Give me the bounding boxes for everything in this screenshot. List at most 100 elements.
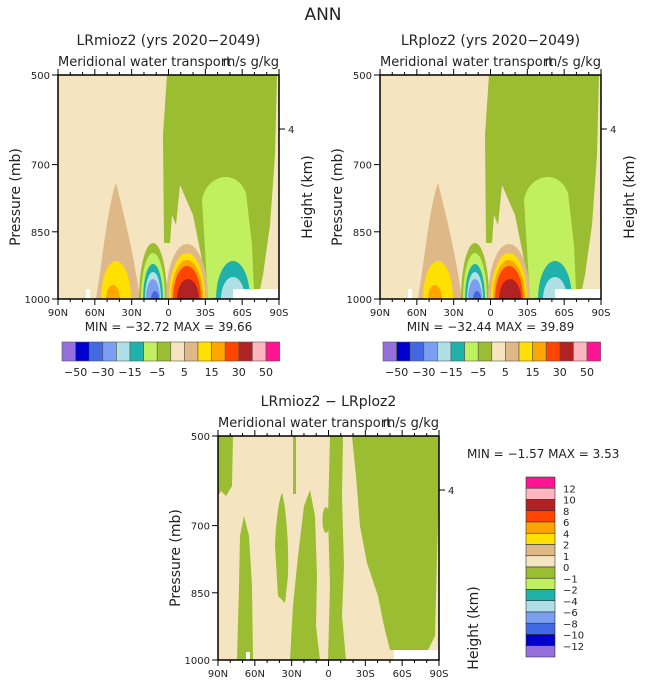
x-tick-label: 30S: [196, 308, 215, 319]
colorbar-label: −50: [385, 366, 408, 379]
x-tick-label: 0: [487, 308, 493, 319]
colorbar-label: 6: [563, 518, 569, 529]
panel-subtitle-left: Meridional water transport: [58, 55, 231, 70]
colorbar-box: [559, 341, 574, 362]
panel-subtitle-right: m/s g/kg: [545, 55, 601, 70]
min-max-label: MIN = −32.44 MAX = 39.89: [407, 320, 575, 334]
max-value: 3.53: [593, 447, 620, 461]
colorbar-box: [491, 341, 506, 362]
y-right-tick-label: 4: [610, 125, 616, 136]
colorbar-box: [525, 611, 556, 624]
y-tick-label: 500: [191, 432, 210, 443]
colorbar-box: [525, 634, 556, 647]
colorbar-box: [450, 341, 465, 362]
min-label: MIN =: [85, 320, 126, 334]
x-tick-label: 60S: [233, 308, 252, 319]
colorbar-label: −15: [439, 366, 462, 379]
colorbar-box: [88, 341, 104, 362]
min-value: −1.57: [508, 447, 549, 461]
y-axis-label: Pressure (mb): [330, 148, 346, 246]
colorbar-box: [505, 341, 520, 362]
colorbar-box: [525, 589, 556, 602]
colorbar-label: −15: [118, 366, 141, 379]
colorbar-box: [525, 521, 556, 534]
panel-3: LRmioz2 − LRploz2 Meridional water transp…: [168, 394, 619, 680]
colorbar-box: [156, 341, 172, 362]
colorbar-box: [525, 600, 556, 613]
min-label: MIN =: [407, 320, 448, 334]
colorbar-label: 0: [563, 563, 569, 574]
colorbar-box: [525, 487, 556, 500]
y-right-axis-label: Height (km): [622, 155, 638, 238]
colorbar-box: [525, 476, 556, 489]
colorbar-label: 1: [563, 552, 569, 563]
y-tick-label: 850: [191, 589, 210, 600]
x-tick-label: 30N: [444, 308, 464, 319]
colorbar-box: [238, 341, 253, 362]
colorbar-box: [464, 341, 479, 362]
colorbar-box: [265, 341, 280, 362]
y-right-axis-label: Height (km): [300, 155, 316, 238]
colorbar-box: [409, 341, 425, 362]
panel-2: LRploz2 (yrs 2020−2049) Meridional water …: [330, 33, 638, 379]
y-tick-label: 1000: [347, 295, 372, 306]
colorbar-box: [423, 341, 438, 362]
colorbar-box: [129, 341, 144, 362]
colorbar-box: [586, 341, 601, 362]
panel-subtitle-right: m/s g/kg: [383, 416, 439, 431]
colorbar-box: [61, 341, 76, 362]
colorbar-box: [75, 341, 90, 362]
min-value: −32.44: [447, 320, 495, 334]
x-tick-label: 60S: [393, 669, 412, 680]
x-tick-label: 90N: [208, 669, 228, 680]
panel-subtitle-left: Meridional water transport: [380, 55, 553, 70]
colorbar-box: [525, 499, 556, 512]
colorbar-label: −6: [563, 608, 578, 619]
x-tick-label: 90N: [370, 308, 390, 319]
y-tick-label: 700: [191, 522, 210, 533]
x-tick-label: 90N: [48, 308, 68, 319]
colorbar-box: [382, 341, 397, 362]
x-tick-label: 90S: [429, 669, 448, 680]
y-tick-label: 700: [353, 161, 372, 172]
colorbar-box: [116, 341, 131, 362]
colorbar-box: [143, 341, 158, 362]
x-tick-label: 0: [165, 308, 171, 319]
max-label: MAX =: [173, 320, 217, 334]
x-tick-label: 30S: [356, 669, 375, 680]
colorbar-label: 50: [580, 366, 594, 379]
y-tick-label: 700: [31, 161, 50, 172]
x-tick-label: 30S: [518, 308, 537, 319]
y-axis-label: Pressure (mb): [8, 148, 24, 246]
colorbar-label: −50: [64, 366, 87, 379]
colorbar-label: 15: [205, 366, 219, 379]
x-tick-label: 60N: [245, 669, 265, 680]
colorbar-label: −30: [412, 366, 435, 379]
colorbar-box: [525, 622, 556, 635]
colorbar-label: −2: [563, 586, 578, 597]
panel-title: LRmioz2 − LRploz2: [261, 394, 397, 410]
x-tick-label: 60N: [407, 308, 427, 319]
colorbar-box: [518, 341, 533, 362]
colorbar-label: −10: [563, 631, 584, 642]
x-tick-label: 60S: [555, 308, 574, 319]
colorbar-label: −8: [563, 619, 578, 630]
colorbar-box: [525, 532, 556, 545]
y-axis-label: Pressure (mb): [168, 509, 184, 607]
max-label: MAX =: [495, 320, 539, 334]
panel-title: LRmioz2 (yrs 2020−2049): [76, 33, 260, 49]
colorbar: −50 −30 −15 −5 5 15 30 50: [61, 341, 280, 379]
colorbar-box: [224, 341, 240, 362]
y-right-axis-label: Height (km): [466, 586, 482, 669]
colorbar-box: [184, 341, 199, 362]
colorbar-box: [437, 341, 452, 362]
y-tick-label: 500: [31, 71, 50, 82]
y-tick-label: 850: [31, 228, 50, 239]
max-label: MAX =: [548, 447, 592, 461]
colorbar-box: [170, 341, 185, 362]
colorbar-box: [525, 544, 556, 557]
colorbar-box: [197, 341, 212, 362]
y-right-tick-label: 4: [448, 486, 454, 497]
colorbar-box: [525, 577, 556, 590]
x-tick-label: 90S: [269, 308, 288, 319]
